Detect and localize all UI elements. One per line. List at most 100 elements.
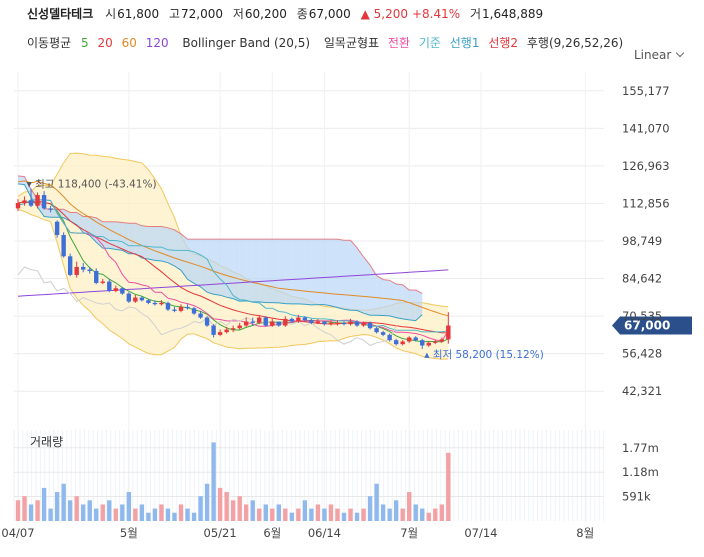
volume-bar: [224, 492, 229, 521]
volume-axis: 1.77m 1.18m 591k: [622, 441, 659, 504]
candle-body: [113, 288, 118, 291]
candle-body: [328, 322, 334, 325]
volume-bar: [354, 512, 360, 521]
volume-bar: [81, 504, 86, 521]
price-header: 신성델타테크 시61,800 고72,000 저60,200 종67,000 ▲…: [27, 5, 549, 23]
bollinger-toggle[interactable]: Bollinger Band (20,5): [182, 36, 311, 50]
candle-body: [178, 306, 184, 311]
y-axis: 155,177 141,070 126,963 112,856 98,749 84,642…: [622, 84, 670, 398]
candle-body: [348, 321, 353, 325]
leading-span1-toggle[interactable]: 선행1: [449, 36, 480, 50]
scale-mode-label: Linear: [634, 48, 672, 62]
y-tick-label: 56,428: [622, 347, 662, 361]
x-tick-label: 06/14: [308, 526, 341, 540]
volume-bars: [15, 442, 451, 521]
current-price-tag: [612, 316, 692, 335]
volume-bar: [289, 512, 295, 521]
candle-body: [120, 288, 125, 294]
candle-body: [185, 306, 190, 309]
candle-body: [341, 322, 347, 325]
volume-bar: [361, 508, 366, 521]
volume-bar: [191, 512, 197, 521]
scale-dropdown[interactable]: Linear: [634, 48, 685, 62]
ma5-toggle[interactable]: 5: [81, 36, 89, 50]
conversion-line-toggle[interactable]: 전환: [387, 36, 411, 50]
candle-body: [420, 340, 425, 346]
cloud-segment: [298, 239, 305, 305]
candle-body: [276, 321, 281, 326]
high-value: 72,000: [181, 7, 223, 21]
leading-span2-toggle[interactable]: 선행2: [488, 36, 519, 50]
x-tick-label: 8월: [576, 526, 594, 540]
cloud-segment: [44, 208, 51, 218]
volume-bar: [270, 508, 275, 521]
candle-body: [61, 235, 66, 257]
candle-body: [400, 341, 405, 345]
volume-bar: [41, 487, 47, 521]
candle-body: [172, 309, 177, 311]
volume-bar: [120, 504, 125, 521]
ma60-toggle[interactable]: 60: [121, 36, 137, 50]
open-value: 61,800: [117, 7, 160, 21]
cloud-segment: [154, 226, 162, 262]
volume-bar: [400, 508, 405, 521]
candle-body: [41, 195, 47, 209]
ma120-toggle[interactable]: 120: [145, 36, 169, 50]
volume-bar: [283, 508, 288, 521]
candle-body: [446, 325, 451, 340]
y-tick-label: 42,321: [622, 384, 662, 398]
volume-bar: [341, 512, 347, 521]
cloud-segment: [181, 233, 188, 280]
candle-body: [354, 321, 360, 326]
cloud-segment: [213, 239, 221, 296]
volume-bar: [185, 508, 190, 521]
volume-bar: [433, 508, 438, 521]
base-line-toggle[interactable]: 기준: [418, 36, 441, 50]
volume-bar: [28, 504, 34, 521]
cloud-segment: [370, 264, 377, 316]
volume-bar: [244, 504, 249, 521]
volume-bar: [133, 508, 138, 521]
change-percent: +8.41%: [411, 7, 461, 21]
volume-bar: [87, 500, 92, 521]
volume-bar: [159, 504, 164, 521]
ma20-toggle[interactable]: 20: [97, 36, 113, 50]
cloud-segment: [337, 239, 344, 310]
candle-body: [309, 320, 314, 323]
volume-bar: [380, 504, 386, 521]
volume-bar: [387, 508, 392, 521]
volume-bar: [367, 496, 373, 521]
candle-body: [367, 322, 373, 329]
base-line: [17, 199, 449, 333]
cloud-segment: [141, 225, 149, 260]
volume-bar: [230, 500, 236, 521]
cloud-segment: [220, 239, 227, 298]
volume-bar: [315, 504, 321, 521]
stock-name: 신성델타테크: [27, 7, 94, 21]
y-tick-label: 126,963: [622, 159, 670, 173]
cloud-segment: [252, 239, 260, 302]
x-tick-label: 07/14: [464, 526, 497, 540]
max-price-annotation: ▾ 최고 118,400 (-43.41%): [27, 179, 157, 191]
volume-bar: [107, 500, 112, 521]
volume-pane-label: 거래량: [30, 435, 63, 449]
cloud-segment: [207, 239, 214, 295]
y-tick-label: 155,177: [622, 84, 670, 98]
candle-body: [407, 337, 412, 342]
cloud-segment: [396, 283, 403, 319]
candle-body: [224, 329, 229, 333]
volume-bar: [439, 504, 444, 521]
volume-bar: [48, 508, 53, 521]
candle-body: [74, 266, 79, 275]
cloud-segment: [376, 275, 384, 316]
candle-body: [159, 302, 164, 305]
volume-bar: [217, 487, 223, 521]
ichimoku-label[interactable]: 일목균형표: [323, 36, 380, 50]
lagging-span-toggle[interactable]: 후행(9,26,52,26): [526, 36, 624, 50]
y-tick-label: 98,749: [622, 234, 662, 248]
candle-body: [380, 332, 386, 335]
cloud-segment: [239, 239, 247, 302]
volume-bar: [393, 500, 399, 521]
candle-body: [263, 317, 268, 326]
